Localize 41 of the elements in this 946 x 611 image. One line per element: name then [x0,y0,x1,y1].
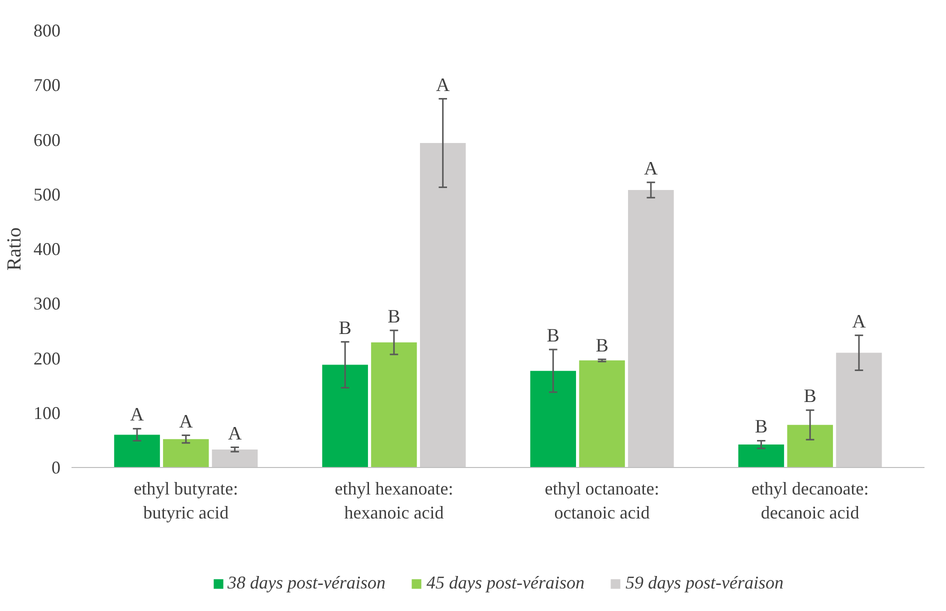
bar [212,449,258,468]
data-label: A [228,423,242,444]
y-axis-title: Ratio [4,227,26,271]
bar [420,143,466,468]
data-label: B [804,386,816,408]
y-tick-label: 700 [34,75,60,96]
bar [322,364,368,468]
data-label: A [644,158,658,180]
data-label: A [179,411,194,432]
y-tick-label: 300 [34,294,60,314]
bar [738,444,784,468]
data-label: B [546,326,560,347]
y-tick-label: 600 [34,130,60,150]
legend-label: 45 days post-véraison [426,572,584,594]
data-label: B [596,335,608,356]
y-tick-label: 100 [34,402,60,423]
x-tick-label: ethyl hexanoate: hexanoic acid [334,478,454,522]
bar [530,370,576,468]
legend-label: 38 days post-véraison [228,572,386,594]
data-label: A [852,311,866,332]
y-tick-label: 800 [34,20,60,40]
data-label: B [388,306,400,328]
bar [114,434,160,468]
data-label: B [754,416,768,438]
bar [579,360,625,468]
bar [628,190,674,468]
x-tick-label: ethyl decanoate: decanoic acid [751,478,869,522]
legend-label: 59 days post-véraison [625,572,784,594]
y-tick-label: 200 [34,348,60,368]
data-label: B [338,318,352,339]
bar [371,342,417,468]
x-tick-label: ethyl butyrate: butyric acid [134,478,238,522]
bar [787,424,833,468]
data-label: A [436,74,450,96]
bar [836,352,882,468]
data-label: A [130,404,144,426]
x-tick-label: ethyl octanoate: octanoic acid [544,478,660,522]
y-tick-label: 400 [34,239,60,259]
bar [163,439,209,468]
y-tick-label: 500 [34,184,60,204]
y-tick-label: 0 [52,458,60,478]
